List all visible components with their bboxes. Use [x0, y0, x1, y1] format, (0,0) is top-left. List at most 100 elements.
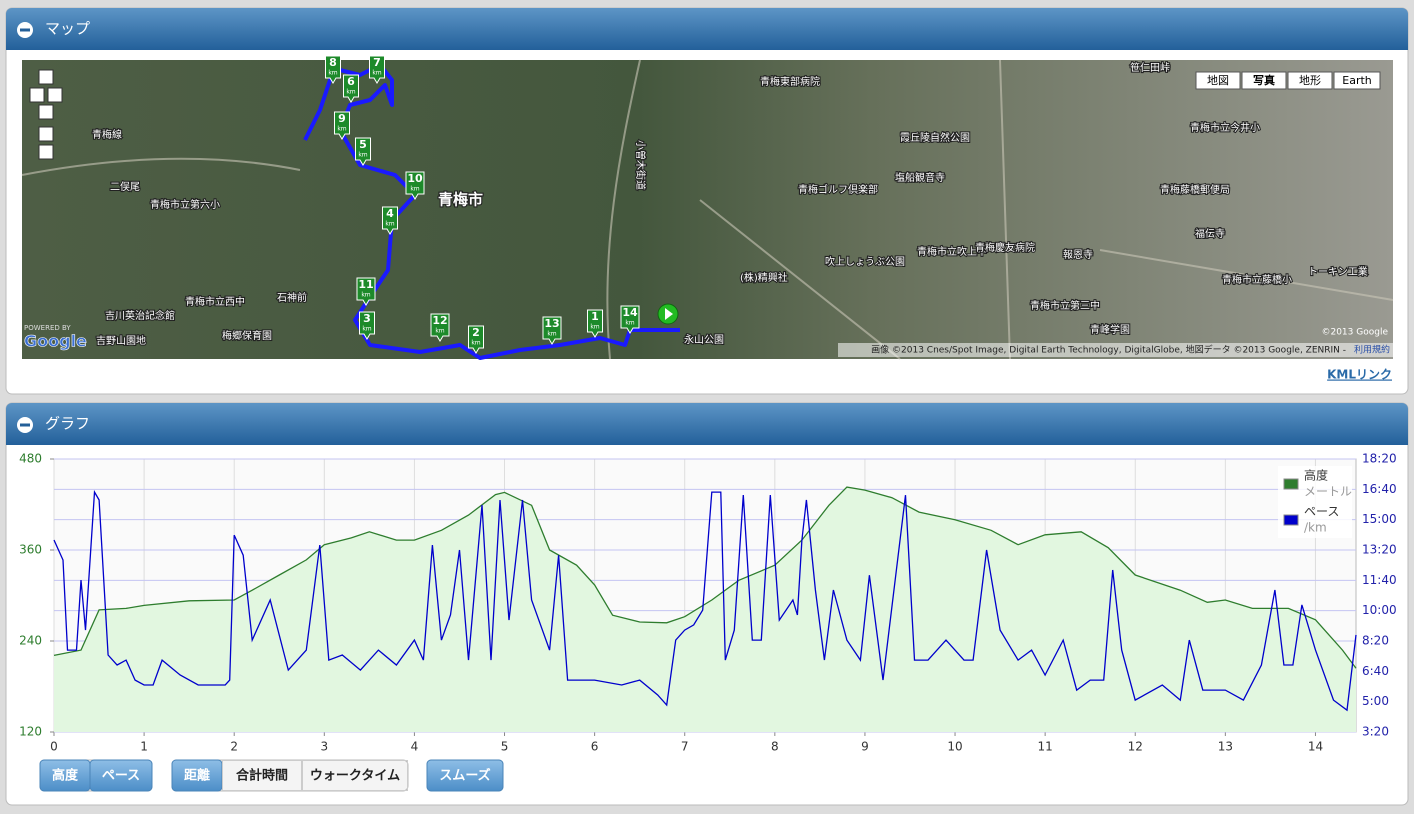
y-tick-label: 480 — [19, 452, 42, 466]
pan-right[interactable] — [47, 87, 63, 103]
map-label: 青梅市 — [438, 191, 483, 209]
km-marker[interactable] — [356, 277, 376, 306]
km-marker[interactable] — [542, 316, 562, 345]
x-tick-label: 5 — [501, 740, 509, 754]
chart: 0 1 2 3 4 5 6 7 8 9 10 11 12 13 143:205:006:408:2010:0… — [19, 452, 1397, 754]
km-marker[interactable] — [405, 171, 425, 200]
pan-down[interactable] — [38, 104, 54, 120]
map-type-button[interactable] — [1241, 71, 1287, 90]
map-label: 永山公園 — [684, 333, 724, 346]
km-unit: km — [385, 221, 394, 228]
x-tick-label: 10 — [947, 740, 962, 754]
map-type-button[interactable] — [1195, 71, 1241, 90]
map-label: 塩船観音寺 — [895, 171, 945, 184]
button[interactable] — [89, 759, 153, 792]
panel-title: マップ — [45, 20, 90, 38]
x-tick-label: 1 — [140, 740, 148, 754]
legend-label: 高度 — [1304, 468, 1328, 483]
x-tick-label: 9 — [861, 740, 869, 754]
map-label: 青梅市立藤橋小 — [1222, 273, 1292, 286]
powered-by: POWERED BY — [24, 324, 71, 332]
legend-unit: /km — [1304, 521, 1327, 535]
graph-controls: 高度 ペース 距離 合計時間 ウォークタイム スムーズ — [39, 759, 504, 792]
km-marker[interactable] — [430, 313, 450, 342]
map-label: 青梅ゴルフ倶楽部 — [798, 183, 878, 196]
attribution: 画像 ©2013 Cnes/Spot Image, Digital Earth … — [871, 344, 1346, 356]
km-unit: km — [471, 340, 480, 347]
map-label: 石神前 — [277, 291, 307, 304]
button[interactable] — [222, 760, 302, 791]
panel-title: グラフ — [45, 415, 90, 433]
x-tick-label: 6 — [591, 740, 599, 754]
km-unit: km — [346, 89, 355, 96]
x-tick-label: 13 — [1218, 740, 1233, 754]
button-label: ウォークタイム — [310, 769, 400, 784]
map-nav[interactable] — [29, 69, 63, 160]
map-label: 青峰学園 — [1090, 323, 1130, 336]
map-label: (株)精興社 — [740, 271, 788, 284]
map-labels: 青梅市 二俣尾 青梅市立第六小 石神前 吉川英治記念館 青梅市立西中 梅郷保育園… — [91, 60, 1369, 348]
map-label: 青梅線 — [92, 128, 122, 141]
km-unit: km — [410, 186, 419, 193]
terms-link[interactable]: 利用規約 — [1354, 344, 1390, 356]
button[interactable] — [426, 759, 504, 792]
map[interactable]: 青梅市 二俣尾 青梅市立第六小 石神前 吉川英治記念館 青梅市立西中 梅郷保育園… — [21, 55, 1394, 360]
collapse-icon — [20, 28, 30, 32]
y2-tick-label: 5:00 — [1362, 694, 1389, 708]
km-marker[interactable] — [468, 325, 484, 354]
map-label: 二俣尾 — [110, 180, 140, 193]
collapse-icon — [20, 423, 30, 427]
map-imagery — [22, 60, 1393, 359]
y2-tick-label: 18:20 — [1362, 452, 1397, 466]
km-number: 4 — [386, 207, 394, 220]
km-unit: km — [547, 331, 556, 338]
map-label: 青梅市立西中 — [185, 295, 245, 308]
button[interactable] — [302, 760, 408, 791]
km-number: 9 — [338, 112, 346, 125]
map-label: 報恩寺 — [1063, 249, 1093, 261]
map-label: 青梅東部病院 — [760, 75, 820, 88]
zoom-out[interactable] — [38, 144, 54, 160]
km-number: 5 — [359, 138, 367, 151]
km-marker[interactable] — [369, 55, 385, 84]
map-label: 青梅市立今井小 — [1190, 121, 1260, 134]
map-header — [6, 8, 1408, 50]
pan-left[interactable] — [29, 87, 45, 103]
km-number: 14 — [622, 306, 638, 319]
map-type-button[interactable] — [1287, 71, 1333, 90]
map-type-control: 地図 写真 地形 Earth — [1195, 71, 1381, 90]
map-label: 霞丘陵自然公園 — [900, 131, 970, 144]
x-tick-label: 12 — [1128, 740, 1143, 754]
km-marker[interactable] — [620, 305, 640, 334]
km-number: 10 — [407, 172, 423, 185]
map-label: 吉川英治記念館 — [105, 309, 175, 322]
km-number: 8 — [329, 56, 337, 69]
pan-up[interactable] — [38, 69, 54, 85]
map-type-label: Earth — [1342, 74, 1372, 87]
kml-link[interactable]: KMLリンク — [1327, 368, 1392, 382]
km-marker[interactable] — [587, 309, 603, 338]
x-tick-label: 3 — [320, 740, 328, 754]
map-type-label: 地図 — [1207, 74, 1229, 87]
km-marker[interactable] — [334, 111, 350, 140]
map-label: 青梅市立吹上中 — [917, 245, 987, 258]
google-logo: Google — [24, 332, 87, 351]
km-number: 13 — [544, 317, 559, 330]
button-label: ペース — [102, 769, 140, 784]
km-unit: km — [337, 126, 346, 133]
km-unit: km — [435, 328, 444, 335]
y2-tick-label: 15:00 — [1362, 512, 1397, 526]
x-tick-label: 14 — [1308, 740, 1323, 754]
km-marker[interactable] — [355, 137, 371, 166]
km-marker[interactable] — [325, 55, 341, 84]
km-marker[interactable] — [343, 74, 359, 103]
map-label: 梅郷保育園 — [222, 329, 272, 342]
map-label: トーキン工業 — [1308, 265, 1368, 278]
km-marker[interactable] — [359, 311, 375, 340]
x-tick-label: 7 — [681, 740, 689, 754]
start-icon — [665, 308, 673, 320]
zoom-in[interactable] — [38, 126, 54, 142]
km-marker[interactable] — [382, 206, 398, 235]
map-type-button[interactable] — [1333, 71, 1381, 90]
km-unit: km — [590, 324, 599, 331]
